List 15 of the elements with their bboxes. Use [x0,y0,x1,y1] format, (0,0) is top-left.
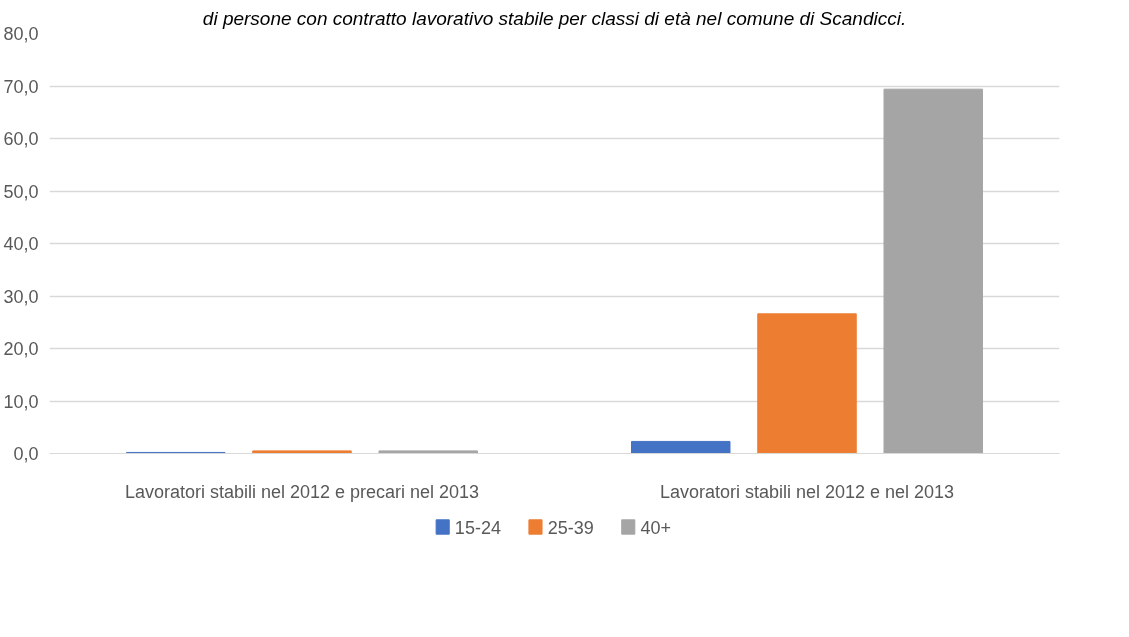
y-tick-label: 10,0 [3,391,39,412]
legend-label: 25-39 [547,517,594,538]
y-tick-label: 60,0 [3,129,39,149]
y-tick-label: 50,0 [3,181,39,202]
y-tick-label: 0,0 [13,444,39,464]
y-tick-label: 80,0 [3,24,39,44]
y-tick-label: 20,0 [3,339,39,359]
x-tick-label: Lavoratori stabili nel 2012 e nel 2013 [659,481,955,502]
legend-label: 15-24 [454,517,501,538]
legend-label: 40+ [640,517,671,538]
y-tick-label: 40,0 [3,234,39,254]
x-tick-label: Lavoratori stabili nel 2012 e precari nel 2013 [124,481,480,502]
chart-title: di persone con contratto lavorativo stabile per classi di età nel comune di Scandicci. [202,7,907,29]
y-tick-label: 30,0 [3,286,39,307]
y-tick-label: 70,0 [3,76,39,97]
